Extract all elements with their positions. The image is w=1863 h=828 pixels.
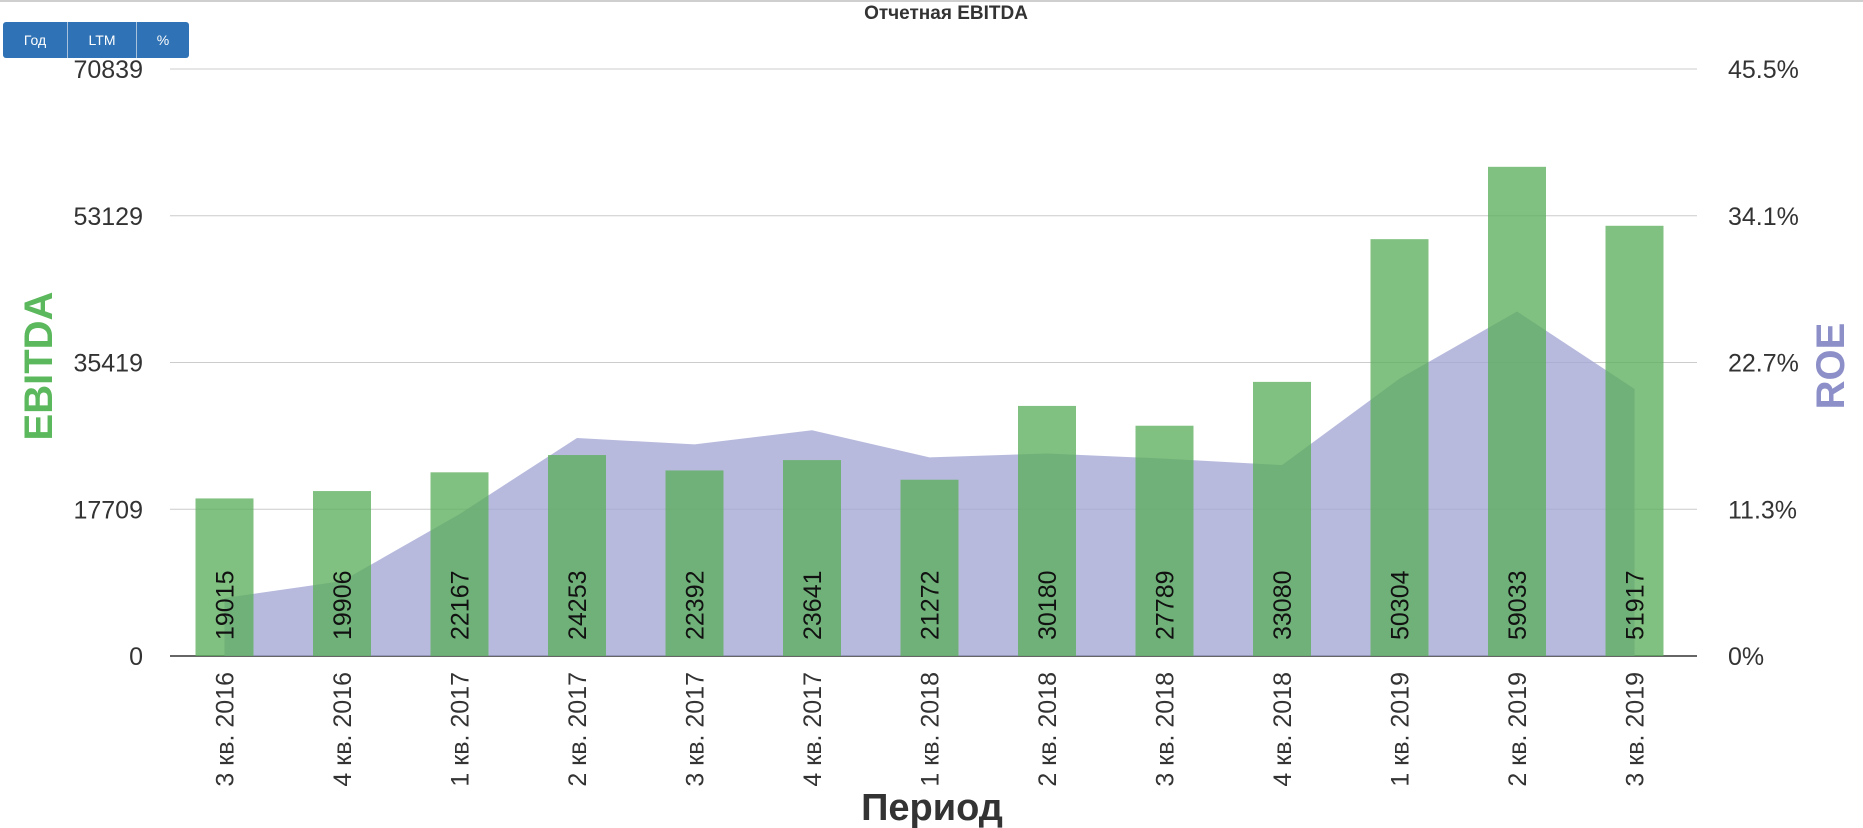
ebitda-bar bbox=[1370, 239, 1429, 656]
left-axis-title: EBITDA bbox=[17, 292, 61, 441]
period-toggle-group: Год LTM % bbox=[3, 22, 189, 58]
bar-value-label: 30180 bbox=[1034, 570, 1062, 640]
ebitda-bar bbox=[900, 479, 959, 656]
chart-title: Отчетная EBITDA bbox=[864, 3, 1028, 24]
x-tick-label: 3 кв. 2017 bbox=[682, 672, 710, 787]
bar-value-labels: 19015 19906 22167 24253 22392 23641 21272 30180… bbox=[212, 570, 1650, 640]
bar-value-label: 22392 bbox=[682, 570, 710, 640]
bar-value-label: 59033 bbox=[1504, 570, 1532, 640]
x-tick-label: 4 кв. 2018 bbox=[1269, 672, 1297, 787]
x-tick-label: 1 кв. 2018 bbox=[917, 672, 945, 787]
y2-tick-label: 0% bbox=[1728, 643, 1764, 671]
right-axis-ticks: 0% 11.3% 22.7% 34.1% 45.5% bbox=[1728, 56, 1799, 671]
bar-value-label: 23641 bbox=[799, 570, 827, 640]
ebitda-bar bbox=[1253, 381, 1311, 656]
percent-button[interactable]: % bbox=[137, 22, 189, 58]
y2-tick-label: 11.3% bbox=[1728, 496, 1797, 524]
x-tick-label: 2 кв. 2018 bbox=[1034, 672, 1062, 787]
y-tick-label: 35419 bbox=[73, 350, 143, 378]
ltm-button[interactable]: LTM bbox=[68, 22, 137, 58]
y-tick-label: 17709 bbox=[73, 496, 143, 524]
y-tick-label: 0 bbox=[129, 643, 143, 671]
y-tick-label: 70839 bbox=[73, 56, 143, 84]
x-tick-label: 4 кв. 2017 bbox=[799, 672, 827, 787]
y-tick-label: 53129 bbox=[73, 203, 143, 231]
ebitda-bar-series bbox=[195, 166, 1664, 657]
ebitda-bar bbox=[665, 470, 724, 656]
x-tick-label: 3 кв. 2016 bbox=[212, 672, 240, 787]
bar-value-label: 51917 bbox=[1622, 570, 1650, 640]
x-tick-label: 1 кв. 2017 bbox=[447, 672, 475, 787]
top-border bbox=[0, 0, 1863, 2]
ebitda-bar bbox=[1135, 425, 1194, 656]
year-button[interactable]: Год bbox=[3, 22, 68, 58]
x-axis-title: Период bbox=[861, 787, 1003, 828]
bar-value-label: 27789 bbox=[1152, 570, 1180, 640]
ebitda-bar bbox=[195, 498, 254, 656]
ebitda-bar bbox=[1488, 166, 1546, 656]
bar-value-label: 50304 bbox=[1387, 570, 1415, 640]
ebitda-bar bbox=[1605, 225, 1664, 657]
left-axis-ticks: 0 17709 35419 53129 70839 bbox=[73, 56, 143, 671]
ebitda-bar bbox=[1018, 405, 1076, 656]
bar-value-label: 22167 bbox=[447, 570, 475, 640]
ebitda-bar bbox=[313, 491, 371, 656]
x-tick-label: 4 кв. 2016 bbox=[329, 672, 357, 787]
y2-tick-label: 22.7% bbox=[1728, 350, 1799, 378]
x-tick-label: 2 кв. 2019 bbox=[1504, 672, 1532, 787]
bar-value-label: 24253 bbox=[564, 570, 592, 640]
x-axis-ticks: 3 кв. 2016 4 кв. 2016 1 кв. 2017 2 кв. 2017… bbox=[212, 672, 1650, 787]
x-tick-label: 2 кв. 2017 bbox=[564, 672, 592, 787]
right-axis-title: ROE bbox=[1809, 323, 1853, 410]
bar-value-label: 19015 bbox=[212, 570, 240, 640]
bar-value-label: 33080 bbox=[1269, 570, 1297, 640]
x-tick-label: 1 кв. 2019 bbox=[1387, 672, 1415, 787]
bar-value-label: 21272 bbox=[917, 570, 945, 640]
bar-value-label: 19906 bbox=[329, 570, 357, 640]
ebitda-bar bbox=[430, 472, 489, 656]
y2-tick-label: 34.1% bbox=[1728, 203, 1799, 231]
x-tick-label: 3 кв. 2019 bbox=[1622, 672, 1650, 787]
y2-tick-label: 45.5% bbox=[1728, 56, 1799, 84]
ebitda-bar bbox=[783, 460, 841, 656]
x-tick-label: 3 кв. 2018 bbox=[1152, 672, 1180, 787]
ebitda-bar bbox=[548, 455, 606, 656]
